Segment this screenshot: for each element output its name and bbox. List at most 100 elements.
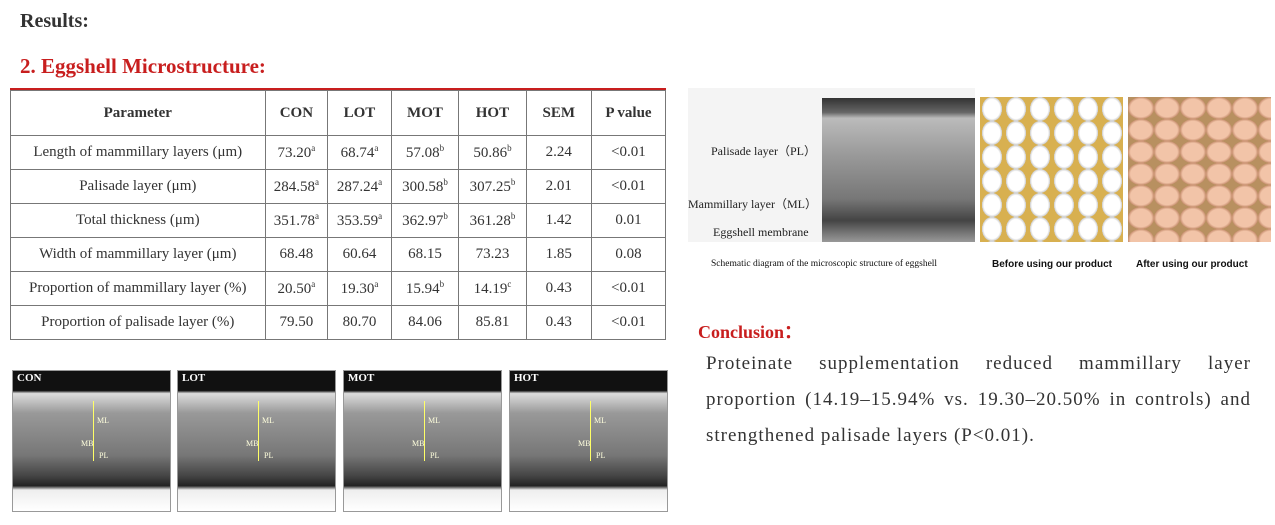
- photo-caption: Before using our product: [992, 259, 1112, 270]
- sem-marker: MB: [81, 439, 94, 448]
- section-heading: Results:: [20, 10, 89, 32]
- table-cell: 300.58b: [390, 169, 460, 204]
- table-cell: 284.58a: [264, 169, 329, 204]
- row-label: Palisade layer (μm): [10, 169, 266, 204]
- table-cell: 85.81: [458, 305, 527, 340]
- table-cell: 68.15: [390, 237, 460, 272]
- row-label: Proportion of mammillary layer (%): [10, 271, 266, 306]
- table-row: Total thickness (μm) 351.78a 353.59a 362.97…: [10, 203, 667, 238]
- cell-superscript: a: [311, 143, 316, 153]
- cell-superscript: a: [378, 211, 383, 221]
- cell-value: 284.58: [273, 179, 315, 195]
- cell-superscript: a: [374, 279, 379, 289]
- table-cell: 14.19c: [458, 271, 527, 306]
- measure-line: [258, 401, 259, 461]
- table-cell: 0.43: [525, 305, 592, 340]
- table-cell: 80.70: [327, 305, 392, 340]
- cell-superscript: b: [510, 211, 516, 221]
- table-cell: 79.50: [264, 305, 329, 340]
- sem-label: HOT: [514, 372, 539, 384]
- row-label: Proportion of palisade layer (%): [10, 305, 266, 340]
- cell-value: 361.28: [469, 213, 511, 229]
- cell-superscript: b: [439, 143, 445, 153]
- cell-value: 20.50: [277, 281, 312, 297]
- table-row: Proportion of mammillary layer (%) 20.50a…: [10, 271, 667, 306]
- table-cell: 68.48: [264, 237, 329, 272]
- cell-value: 362.97: [402, 213, 444, 229]
- schematic-label: Mammillary layer（ML）: [688, 197, 817, 211]
- sem-marker: PL: [596, 451, 606, 460]
- measure-line: [424, 401, 425, 461]
- row-label: Total thickness (μm): [10, 203, 266, 238]
- column-header: LOT: [327, 90, 392, 136]
- schematic-label: Palisade layer（PL）: [711, 144, 816, 158]
- cell-superscript: b: [439, 279, 445, 289]
- schematic-label: Eggshell membrane: [713, 225, 809, 239]
- column-header: SEM: [525, 90, 592, 136]
- table-cell: 2.24: [525, 135, 592, 170]
- sem-marker: PL: [264, 451, 274, 460]
- cell-superscript: c: [507, 279, 512, 289]
- cell-value: 14.19: [473, 281, 508, 297]
- column-header: CON: [264, 90, 329, 136]
- photo-after: [1128, 97, 1271, 242]
- table-row: Length of mammillary layers (μm) 73.20a 68…: [10, 135, 667, 170]
- cell-value: 50.86: [473, 145, 508, 161]
- sem-label: LOT: [182, 372, 206, 384]
- table-cell: 307.25b: [458, 169, 527, 204]
- column-header: P value: [590, 90, 667, 136]
- table-cell: 0.43: [525, 271, 592, 306]
- table-cell: 60.64: [327, 237, 392, 272]
- table-cell: <0.01: [590, 169, 667, 204]
- page-title: 2. Eggshell Microstructure:: [20, 54, 266, 78]
- cell-value: 57.08: [405, 145, 440, 161]
- sem-marker: MB: [412, 439, 425, 448]
- cell-value: 73.20: [277, 145, 312, 161]
- measure-line: [590, 401, 591, 461]
- table-cell: 351.78a: [264, 203, 329, 238]
- table-cell: 1.42: [525, 203, 592, 238]
- conclusion-title: Conclusion：: [698, 322, 803, 342]
- sem-marker: ML: [262, 416, 274, 425]
- sem-label: MOT: [348, 372, 375, 384]
- cell-superscript: a: [311, 279, 316, 289]
- title-rule: [10, 88, 666, 90]
- cell-superscript: b: [443, 177, 448, 187]
- measure-line: [93, 401, 94, 461]
- cell-superscript: b: [510, 177, 516, 187]
- cell-superscript: b: [507, 143, 512, 153]
- table-cell: 362.97b: [390, 203, 460, 238]
- sem-marker: ML: [97, 416, 109, 425]
- table-cell: <0.01: [590, 305, 667, 340]
- table-cell: 0.08: [590, 237, 667, 272]
- sem-marker: PL: [430, 451, 440, 460]
- cell-value: 351.78: [273, 213, 315, 229]
- cell-superscript: a: [314, 177, 319, 187]
- table-cell: 1.85: [525, 237, 592, 272]
- row-label: Width of mammillary layer (μm): [10, 237, 266, 272]
- sem-label: CON: [17, 372, 42, 384]
- table-cell: 2.01: [525, 169, 592, 204]
- table-cell: 19.30a: [327, 271, 392, 306]
- sem-image: CON ML MB PL: [12, 370, 171, 512]
- cell-value: 15.94: [405, 281, 440, 297]
- conclusion-text: Proteinate supplementation reduced mammi…: [706, 353, 1251, 446]
- table-cell: <0.01: [590, 271, 667, 306]
- table-cell: 20.50a: [264, 271, 329, 306]
- table-cell: 287.24a: [327, 169, 392, 204]
- sem-image: LOT ML MB PL: [177, 370, 336, 512]
- cell-superscript: b: [443, 211, 448, 221]
- photo-caption: After using our product: [1136, 259, 1248, 270]
- sem-marker: ML: [428, 416, 440, 425]
- cell-value: 287.24: [336, 179, 379, 195]
- table-cell: 68.74a: [327, 135, 392, 170]
- cell-superscript: a: [378, 177, 383, 187]
- sem-marker: ML: [594, 416, 606, 425]
- schematic-image: [822, 98, 975, 242]
- table-cell: <0.01: [590, 135, 667, 170]
- cell-value: 68.74: [340, 145, 375, 161]
- sem-marker: MB: [246, 439, 259, 448]
- cell-value: 353.59: [336, 213, 379, 229]
- column-header: Parameter: [10, 90, 266, 136]
